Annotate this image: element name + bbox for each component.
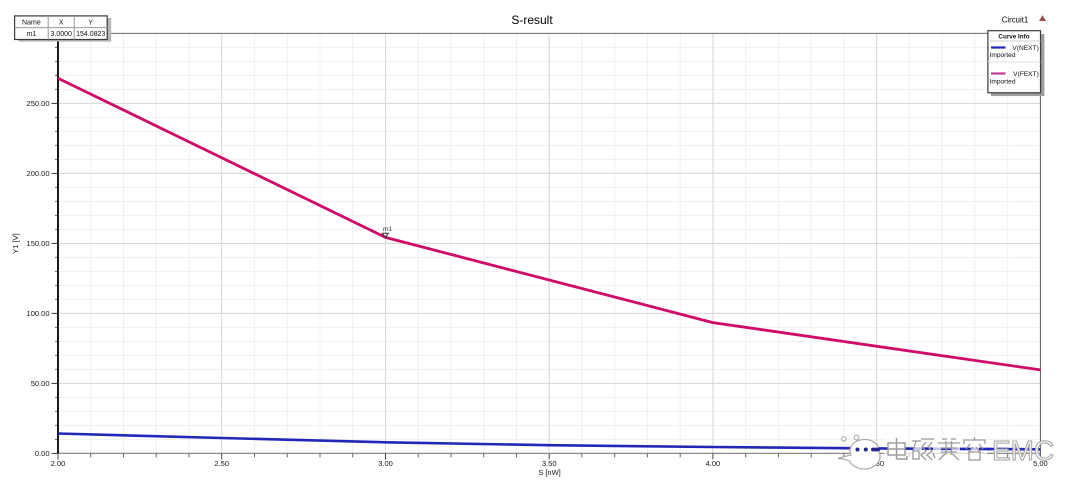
svg-text:Y: Y: [88, 19, 93, 26]
svg-text:S [nW]: S [nW]: [538, 468, 561, 477]
svg-text:Name: Name: [22, 19, 41, 26]
svg-text:154.0823: 154.0823: [76, 31, 105, 38]
svg-text:m1: m1: [27, 31, 37, 38]
svg-text:150.00: 150.00: [27, 239, 50, 248]
svg-text:50.00: 50.00: [31, 379, 50, 388]
svg-text:2.50: 2.50: [214, 459, 229, 468]
svg-text:X: X: [59, 19, 64, 26]
svg-text:3.50: 3.50: [542, 459, 557, 468]
svg-text:4.00: 4.00: [706, 459, 721, 468]
svg-text:0.00: 0.00: [35, 449, 50, 458]
svg-text:EMC: EMC: [992, 435, 1054, 466]
svg-text:Imported: Imported: [990, 52, 1016, 59]
svg-text:3.00: 3.00: [378, 459, 393, 468]
svg-text:Curve Info: Curve Info: [998, 33, 1029, 40]
svg-text:Imported: Imported: [990, 78, 1016, 85]
svg-text:200.00: 200.00: [27, 169, 50, 178]
svg-text:V(FEXT): V(FEXT): [1013, 71, 1039, 78]
svg-text:V(NEXT): V(NEXT): [1012, 45, 1038, 52]
svg-text:Circuit1: Circuit1: [1002, 16, 1028, 25]
svg-text:m1: m1: [383, 226, 392, 233]
svg-text:5.00: 5.00: [1033, 459, 1048, 468]
svg-text:2.00: 2.00: [51, 459, 66, 468]
svg-text:250.00: 250.00: [27, 99, 50, 108]
svg-text:S-result: S-result: [511, 13, 553, 27]
svg-text:3.0000: 3.0000: [50, 31, 72, 38]
svg-text:Y1 [V]: Y1 [V]: [11, 233, 20, 253]
svg-text:100.00: 100.00: [27, 309, 50, 318]
